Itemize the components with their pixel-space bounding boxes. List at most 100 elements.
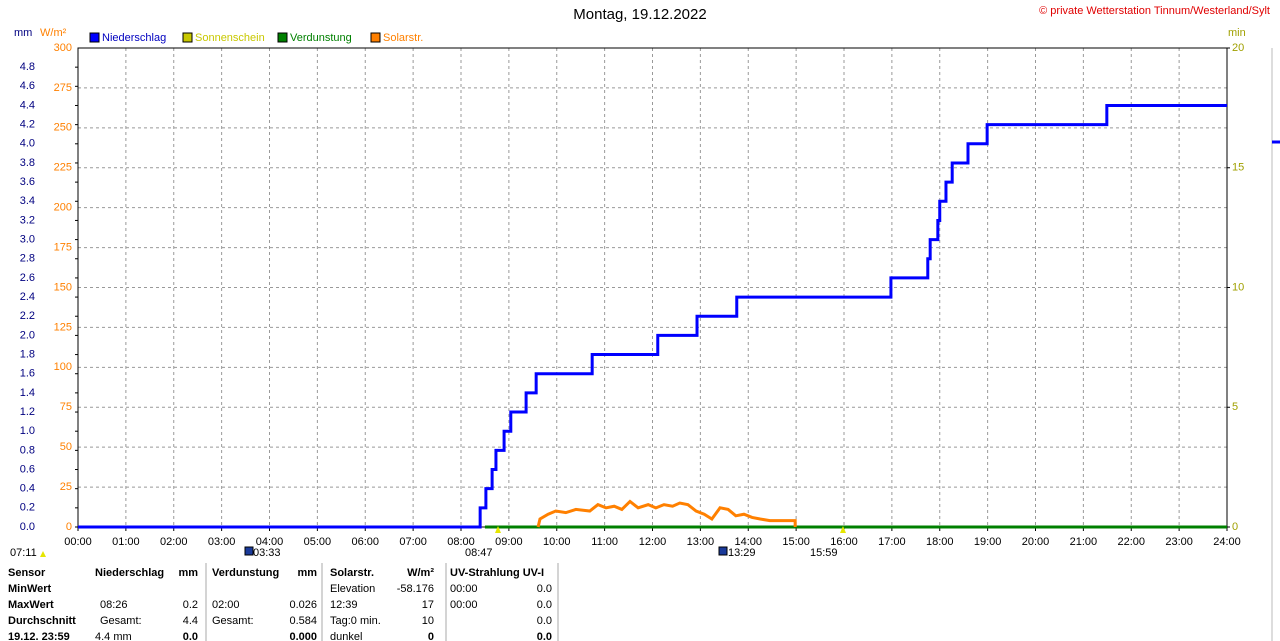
table-cell: 4.4 bbox=[183, 615, 198, 627]
table-cell: Elevation bbox=[330, 583, 375, 595]
y-tick-label: 2.4 bbox=[20, 291, 35, 303]
moon-icon bbox=[718, 546, 728, 556]
y-tick-label: 1.4 bbox=[20, 387, 35, 399]
x-tick-label: 06:00 bbox=[351, 536, 379, 548]
y-tick-label: 4.4 bbox=[20, 99, 35, 111]
y-tick-label: 3.8 bbox=[20, 157, 35, 169]
y2-axis-unit: W/m² bbox=[40, 27, 67, 39]
y2-tick-label: 200 bbox=[54, 202, 72, 214]
x-tick-label: 15:00 bbox=[782, 536, 810, 548]
y-tick-label: 4.2 bbox=[20, 119, 35, 131]
annotation: 15:59 bbox=[810, 547, 838, 559]
y-tick-label: 2.2 bbox=[20, 310, 35, 322]
y3-tick-label: 0 bbox=[1232, 521, 1238, 533]
table-cell: 17 bbox=[422, 599, 434, 611]
sun-marker bbox=[40, 551, 46, 557]
legend-swatch bbox=[277, 32, 288, 43]
y-tick-label: 1.2 bbox=[20, 406, 35, 418]
table-cell: 0.0 bbox=[537, 599, 552, 611]
legend-swatch bbox=[370, 32, 381, 43]
sun-marker bbox=[495, 526, 501, 533]
y-tick-label: 0.2 bbox=[20, 502, 35, 514]
y3-tick-label: 10 bbox=[1232, 281, 1244, 293]
table-cell: 08:26 bbox=[100, 599, 128, 611]
x-tick-label: 04:00 bbox=[256, 536, 284, 548]
table-cell: Durchschnitt bbox=[8, 615, 76, 627]
x-tick-label: 07:00 bbox=[399, 536, 427, 548]
table-cell: 0 bbox=[428, 631, 434, 641]
legend-label: Solarstr. bbox=[383, 32, 423, 44]
x-tick-label: 18:00 bbox=[926, 536, 954, 548]
annotation: 08:47 bbox=[465, 547, 493, 559]
x-tick-label: 12:00 bbox=[639, 536, 667, 548]
table-cell: MinWert bbox=[8, 583, 52, 595]
y-tick-label: 3.2 bbox=[20, 214, 35, 226]
y2-tick-label: 275 bbox=[54, 82, 72, 94]
y-tick-label: 3.6 bbox=[20, 176, 35, 188]
x-tick-label: 16:00 bbox=[830, 536, 858, 548]
x-tick-label: 20:00 bbox=[1022, 536, 1050, 548]
table-cell: MaxWert bbox=[8, 599, 54, 611]
y-tick-label: 3.4 bbox=[20, 195, 35, 207]
legend-swatch bbox=[182, 32, 193, 43]
y2-tick-label: 75 bbox=[60, 401, 72, 413]
annotation: 03:33 bbox=[253, 547, 281, 559]
legend-label: Niederschlag bbox=[102, 32, 166, 44]
y-tick-label: 0.0 bbox=[20, 521, 35, 533]
table-cell: Tag:0 min. bbox=[330, 615, 381, 627]
table-cell: mm bbox=[297, 567, 317, 579]
table-cell: dunkel bbox=[330, 631, 362, 641]
table-cell: 02:00 bbox=[212, 599, 240, 611]
y-tick-label: 1.0 bbox=[20, 425, 35, 437]
table-cell: 00:00 bbox=[450, 583, 478, 595]
y-tick-label: 1.6 bbox=[20, 368, 35, 380]
table-cell: Gesamt: bbox=[212, 615, 254, 627]
y2-tick-label: 150 bbox=[54, 281, 72, 293]
table-cell: 0.000 bbox=[289, 631, 317, 641]
x-tick-label: 05:00 bbox=[304, 536, 332, 548]
y-tick-label: 2.8 bbox=[20, 253, 35, 265]
x-tick-label: 02:00 bbox=[160, 536, 188, 548]
x-tick-label: 13:00 bbox=[687, 536, 715, 548]
x-tick-label: 08:00 bbox=[447, 536, 475, 548]
x-tick-label: 17:00 bbox=[878, 536, 906, 548]
x-tick-label: 03:00 bbox=[208, 536, 236, 548]
table-cell: 0.584 bbox=[289, 615, 317, 627]
y2-tick-label: 125 bbox=[54, 321, 72, 333]
table-cell: 0.0 bbox=[537, 631, 552, 641]
x-tick-label: 10:00 bbox=[543, 536, 571, 548]
table-cell: -58.176 bbox=[397, 583, 434, 595]
legend-label: Verdunstung bbox=[290, 32, 352, 44]
table-cell: 10 bbox=[422, 615, 434, 627]
x-tick-label: 00:00 bbox=[64, 536, 92, 548]
table-cell: 00:00 bbox=[450, 599, 478, 611]
credit: © private Wetterstation Tinnum/Westerlan… bbox=[1039, 5, 1270, 17]
y-tick-label: 0.8 bbox=[20, 444, 35, 456]
table-cell: 19.12. 23:59 bbox=[8, 631, 70, 641]
series-line bbox=[536, 499, 797, 528]
y2-tick-label: 25 bbox=[60, 481, 72, 493]
annotation: 07:11 bbox=[10, 547, 37, 559]
y2-tick-label: 0 bbox=[66, 521, 72, 533]
x-tick-label: 01:00 bbox=[112, 536, 140, 548]
x-tick-label: 09:00 bbox=[495, 536, 523, 548]
x-tick-label: 21:00 bbox=[1070, 536, 1098, 548]
moon-icon bbox=[244, 546, 254, 556]
y-tick-label: 1.8 bbox=[20, 348, 35, 360]
y3-axis-unit: min bbox=[1228, 27, 1246, 39]
table-cell: UV-Strahlung UV-I bbox=[450, 567, 544, 579]
y3-tick-label: 20 bbox=[1232, 42, 1244, 54]
table-cell: Niederschlag bbox=[95, 567, 164, 579]
y-tick-label: 4.6 bbox=[20, 80, 35, 92]
table-cell: 0.0 bbox=[537, 583, 552, 595]
plot-frame bbox=[77, 47, 1228, 528]
x-tick-label: 11:00 bbox=[591, 536, 618, 548]
x-tick-label: 14:00 bbox=[734, 536, 762, 548]
series-line bbox=[78, 103, 1227, 529]
table-cell: 0.2 bbox=[183, 599, 198, 611]
table-cell: 0.0 bbox=[537, 615, 552, 627]
table-cell: 12:39 bbox=[330, 599, 358, 611]
table-cell: Verdunstung bbox=[212, 567, 279, 579]
y3-tick-label: 15 bbox=[1232, 162, 1244, 174]
